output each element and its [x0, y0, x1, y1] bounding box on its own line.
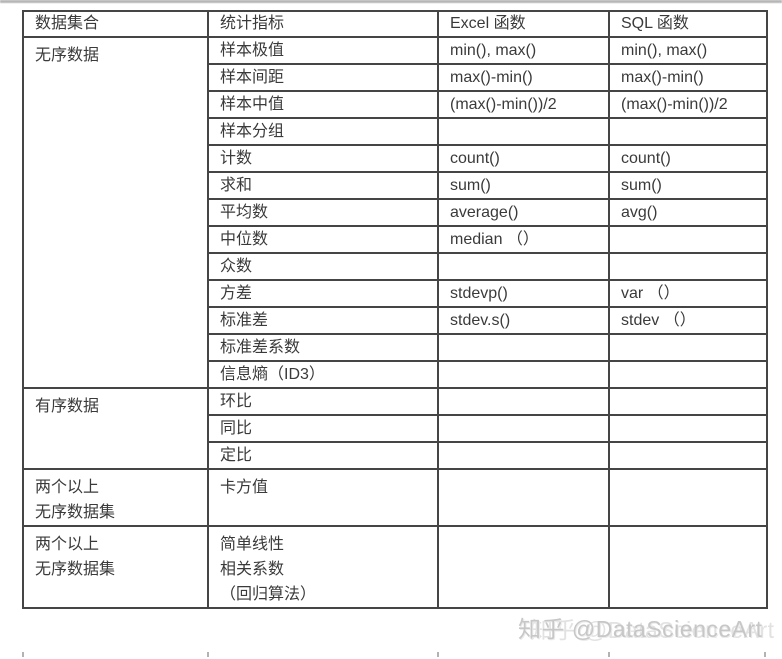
indicator-cell: 方差 — [207, 279, 439, 308]
excel-cell — [437, 468, 610, 527]
indicator-cell: 同比 — [207, 414, 439, 443]
sql-cell: max()-min() — [608, 63, 768, 92]
indicator-cell: 众数 — [207, 252, 439, 281]
table-row: 标准差 stdev.s() stdev （） — [23, 306, 768, 335]
sql-cell: (max()-min())/2 — [608, 90, 768, 119]
table-row: 样本间距 max()-min() max()-min() — [23, 63, 768, 92]
excel-cell — [437, 117, 610, 146]
indicator-cell: 样本极值 — [207, 36, 439, 65]
dataset-cell-unordered: 无序数据 — [22, 36, 209, 389]
dataset-cell-multi-unordered: 两个以上 无序数据集 — [22, 525, 209, 609]
indicator-cell: 平均数 — [207, 198, 439, 227]
sql-cell — [608, 333, 768, 362]
table-row: 两个以上 无序数据集 简单线性 相关系数 （回归算法） — [22, 525, 768, 609]
excel-cell: stdevp() — [437, 279, 610, 308]
dataset-cell-ordered: 有序数据 — [22, 387, 209, 470]
excel-cell — [437, 360, 610, 389]
cropped-next-row-line — [437, 652, 439, 657]
excel-cell: max()-min() — [437, 63, 610, 92]
zhihu-watermark-ghost: 知乎 @DataScienceArt — [530, 617, 775, 643]
table-row: 方差 stdevp() var （） — [23, 279, 768, 308]
table-row: 两个以上 无序数据集 卡方值 — [22, 468, 768, 527]
sql-cell — [608, 414, 768, 443]
sql-cell — [608, 468, 768, 527]
cropped-row-artifact — [0, 0, 782, 3]
table-row: 信息熵（ID3） — [23, 360, 768, 389]
sql-cell: count() — [608, 144, 768, 173]
sql-cell — [608, 387, 768, 416]
indicator-cell: 卡方值 — [207, 468, 439, 527]
statistics-table: 数据集合 统计指标 Excel 函数 SQL 函数 无序数据 样本极值 min(… — [22, 10, 768, 609]
indicator-cell: 简单线性 相关系数 （回归算法） — [207, 525, 439, 609]
table-row: 无序数据 样本极值 min(), max() min(), max() — [22, 36, 768, 389]
sql-cell — [608, 525, 768, 609]
indicator-cell: 求和 — [207, 171, 439, 200]
sql-cell: sum() — [608, 171, 768, 200]
zhihu-watermark: 知乎 @DataScienceArt 知乎 @DataScienceArt — [518, 610, 774, 644]
table-row: 求和 sum() sum() — [23, 171, 768, 200]
excel-cell — [437, 333, 610, 362]
zhihu-watermark-text: 知乎 @DataScienceArt — [518, 616, 763, 642]
col-header-excel: Excel 函数 — [437, 10, 610, 38]
header-row: 数据集合 统计指标 Excel 函数 SQL 函数 — [22, 10, 768, 38]
sql-cell — [608, 252, 768, 281]
table-row: 同比 — [23, 414, 768, 443]
table-row: 样本中值 (max()-min())/2 (max()-min())/2 — [23, 90, 768, 119]
indicator-cell: 标准差 — [207, 306, 439, 335]
col-header-sql: SQL 函数 — [608, 10, 768, 38]
excel-cell — [437, 525, 610, 609]
indicator-cell: 计数 — [207, 144, 439, 173]
indicator-cell: 样本中值 — [207, 90, 439, 119]
cropped-next-row-line — [22, 652, 24, 657]
indicator-cell: 样本间距 — [207, 63, 439, 92]
excel-cell — [437, 387, 610, 416]
sql-cell — [608, 117, 768, 146]
table-row: 众数 — [23, 252, 768, 281]
indicator-cell: 标准差系数 — [207, 333, 439, 362]
cropped-next-row-line — [207, 652, 209, 657]
excel-cell: min(), max() — [437, 36, 610, 65]
sql-cell — [608, 225, 768, 254]
excel-cell: sum() — [437, 171, 610, 200]
excel-cell — [437, 252, 610, 281]
excel-cell: stdev.s() — [437, 306, 610, 335]
cropped-next-row-line — [764, 652, 766, 657]
indicator-cell: 信息熵（ID3） — [207, 360, 439, 389]
excel-cell: count() — [437, 144, 610, 173]
sql-cell: min(), max() — [608, 36, 768, 65]
table-row: 中位数 median （） — [23, 225, 768, 254]
col-header-dataset: 数据集合 — [22, 10, 209, 38]
indicator-cell: 环比 — [207, 387, 439, 416]
excel-cell: (max()-min())/2 — [437, 90, 610, 119]
excel-cell: median （） — [437, 225, 610, 254]
stats-function-table: 数据集合 统计指标 Excel 函数 SQL 函数 无序数据 样本极值 min(… — [22, 10, 768, 609]
sql-cell: stdev （） — [608, 306, 768, 335]
table-row: 平均数 average() avg() — [23, 198, 768, 227]
excel-cell — [437, 414, 610, 443]
table-row: 样本分组 — [23, 117, 768, 146]
sql-cell: var （） — [608, 279, 768, 308]
dataset-cell-multi-unordered: 两个以上 无序数据集 — [22, 468, 209, 527]
sql-cell — [608, 360, 768, 389]
sql-cell — [608, 441, 768, 470]
table-row: 定比 — [23, 441, 768, 470]
indicator-cell: 样本分组 — [207, 117, 439, 146]
table-row: 有序数据 环比 — [22, 387, 768, 470]
table-row: 计数 count() count() — [23, 144, 768, 173]
col-header-indicator: 统计指标 — [207, 10, 439, 38]
indicator-cell: 中位数 — [207, 225, 439, 254]
excel-cell: average() — [437, 198, 610, 227]
table-row: 标准差系数 — [23, 333, 768, 362]
excel-cell — [437, 441, 610, 470]
sql-cell: avg() — [608, 198, 768, 227]
indicator-cell: 定比 — [207, 441, 439, 470]
cropped-next-row-line — [608, 652, 610, 657]
